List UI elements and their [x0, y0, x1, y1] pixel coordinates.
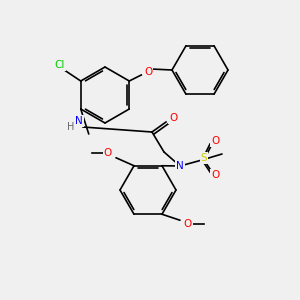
Text: H: H [67, 122, 74, 132]
Text: O: O [104, 148, 112, 158]
Text: O: O [169, 113, 177, 123]
Text: Cl: Cl [55, 60, 65, 70]
Text: O: O [211, 136, 219, 146]
Text: N: N [176, 161, 184, 171]
Text: O: O [144, 67, 152, 77]
Text: S: S [201, 153, 207, 163]
Text: O: O [184, 219, 192, 229]
Text: O: O [211, 170, 219, 180]
Text: N: N [75, 116, 82, 126]
